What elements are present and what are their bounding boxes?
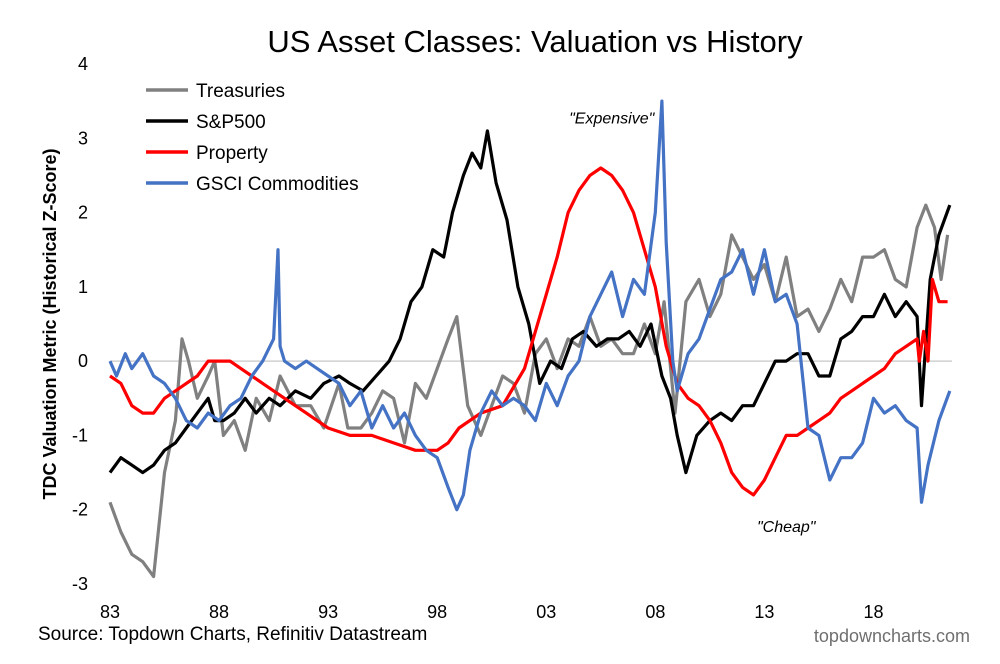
- x-axis-ticks: 83 88 93 98 03 08 13 18: [100, 602, 884, 622]
- y-axis-label: TDC Valuation Metric (Historical Z-Score…: [40, 148, 60, 499]
- source-note: Source: Topdown Charts, Refinitiv Datast…: [38, 624, 428, 645]
- series-line-gsci-commodities: [108, 99, 952, 512]
- annotation-label: "Expensive": [569, 110, 656, 127]
- x-tick-label: 08: [645, 602, 665, 622]
- series-lines: [108, 99, 952, 579]
- y-axis-ticks: 4 3 2 1 0 -1 -2 -3: [72, 54, 88, 594]
- legend-label: S&P500: [196, 112, 266, 133]
- legend-label: Property: [196, 143, 268, 164]
- y-tick-label: -2: [72, 500, 88, 520]
- y-tick-label: 2: [78, 203, 88, 223]
- series-line-s-p500: [108, 129, 952, 475]
- legend-label: GSCI Commodities: [196, 174, 359, 195]
- x-tick-label: 88: [209, 602, 229, 622]
- x-tick-label: 03: [536, 602, 556, 622]
- brand-watermark: topdowncharts.com: [813, 626, 970, 646]
- x-tick-label: 18: [863, 602, 883, 622]
- y-tick-label: 4: [78, 54, 88, 74]
- x-tick-label: 13: [754, 602, 774, 622]
- x-tick-label: 98: [427, 602, 447, 622]
- legend: Treasuries S&P500 Property GSCI Commodities: [146, 81, 359, 195]
- y-tick-label: -1: [72, 425, 88, 445]
- chart-title: US Asset Classes: Valuation vs History: [267, 24, 803, 59]
- x-tick-label: 83: [100, 602, 120, 622]
- y-tick-label: 1: [78, 277, 88, 297]
- y-tick-label: 0: [78, 351, 88, 371]
- series-line-treasuries: [108, 203, 950, 579]
- y-tick-label: 3: [78, 128, 88, 148]
- annotations: "Expensive" "Cheap": [569, 110, 817, 536]
- y-tick-label: -3: [72, 574, 88, 594]
- legend-label: Treasuries: [196, 81, 285, 102]
- series-line-property: [109, 166, 948, 497]
- annotation-label: "Cheap": [757, 519, 817, 536]
- x-tick-label: 93: [318, 602, 338, 622]
